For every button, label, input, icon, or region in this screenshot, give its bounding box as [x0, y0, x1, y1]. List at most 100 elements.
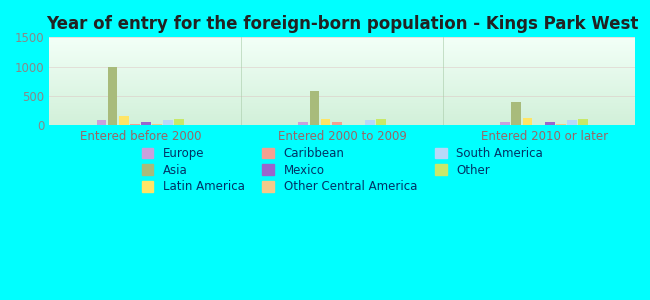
Bar — [567, 120, 577, 125]
Bar — [49, 107, 635, 108]
Bar — [49, 78, 635, 79]
Bar — [298, 122, 308, 125]
Bar — [49, 117, 635, 118]
Bar — [49, 105, 635, 106]
Bar — [49, 89, 635, 90]
Bar — [376, 119, 386, 125]
Bar — [49, 55, 635, 56]
Bar — [49, 48, 635, 49]
Bar — [49, 100, 635, 101]
Bar — [49, 91, 635, 92]
Bar — [49, 40, 635, 41]
Bar — [49, 79, 635, 80]
Bar — [49, 101, 635, 102]
Bar — [49, 59, 635, 60]
Bar — [49, 95, 635, 96]
Bar — [49, 45, 635, 46]
Bar — [49, 74, 635, 75]
Bar — [545, 122, 554, 125]
Bar — [578, 119, 588, 125]
Bar — [49, 114, 635, 115]
Bar — [49, 92, 635, 93]
Bar — [49, 44, 635, 45]
Bar — [49, 103, 635, 104]
Bar — [49, 71, 635, 72]
Bar — [49, 104, 635, 105]
Bar — [49, 65, 635, 66]
Bar — [49, 77, 635, 78]
Bar — [49, 83, 635, 84]
Bar — [500, 122, 510, 125]
Bar — [49, 120, 635, 121]
Bar — [49, 51, 635, 52]
Bar — [49, 106, 635, 107]
Legend: Europe, Asia, Latin America, Caribbean, Mexico, Other Central America, South Ame: Europe, Asia, Latin America, Caribbean, … — [142, 147, 543, 193]
Bar — [309, 91, 319, 125]
Bar — [512, 102, 521, 125]
Bar — [49, 113, 635, 114]
Bar — [49, 102, 635, 103]
Bar — [49, 68, 635, 69]
Bar — [49, 50, 635, 51]
Bar — [49, 93, 635, 94]
Bar — [49, 42, 635, 43]
Bar — [523, 118, 532, 125]
Bar — [49, 100, 635, 101]
Bar — [49, 96, 635, 97]
Bar — [49, 111, 635, 112]
Bar — [49, 76, 635, 77]
Bar — [49, 56, 635, 57]
Bar — [49, 63, 635, 64]
Bar — [49, 85, 635, 86]
Bar — [49, 119, 635, 120]
Bar — [49, 39, 635, 40]
Bar — [49, 112, 635, 113]
Bar — [163, 120, 173, 125]
Bar — [49, 46, 635, 47]
Bar — [49, 72, 635, 73]
Bar — [49, 116, 635, 117]
Bar — [49, 81, 635, 82]
Bar — [49, 49, 635, 50]
Bar — [49, 75, 635, 76]
Bar — [49, 121, 635, 122]
Bar — [49, 99, 635, 100]
Bar — [49, 80, 635, 81]
Bar — [49, 62, 635, 63]
Bar — [49, 122, 635, 123]
Bar — [49, 41, 635, 42]
Bar — [49, 70, 635, 71]
Bar — [49, 64, 635, 65]
Bar — [556, 124, 566, 125]
Bar — [49, 38, 635, 39]
Bar — [49, 88, 635, 89]
Bar — [49, 52, 635, 53]
Bar — [49, 43, 635, 44]
Bar — [49, 123, 635, 124]
Bar — [130, 124, 140, 125]
Bar — [49, 118, 635, 119]
Bar — [332, 122, 342, 125]
Bar — [141, 122, 151, 125]
Bar — [49, 61, 635, 62]
Bar — [49, 66, 635, 67]
Bar — [49, 86, 635, 87]
Bar — [49, 87, 635, 88]
Bar — [49, 90, 635, 91]
Bar — [49, 69, 635, 70]
Bar — [119, 116, 129, 125]
Bar — [49, 61, 635, 62]
Bar — [49, 108, 635, 109]
Bar — [152, 124, 162, 125]
Bar — [49, 60, 635, 61]
Bar — [49, 109, 635, 110]
Bar — [49, 57, 635, 58]
Bar — [49, 58, 635, 59]
Bar — [49, 110, 635, 111]
Bar — [49, 37, 635, 38]
Bar — [365, 120, 375, 125]
Bar — [49, 82, 635, 83]
Bar — [49, 73, 635, 74]
Bar — [108, 67, 118, 125]
Bar — [49, 54, 635, 55]
